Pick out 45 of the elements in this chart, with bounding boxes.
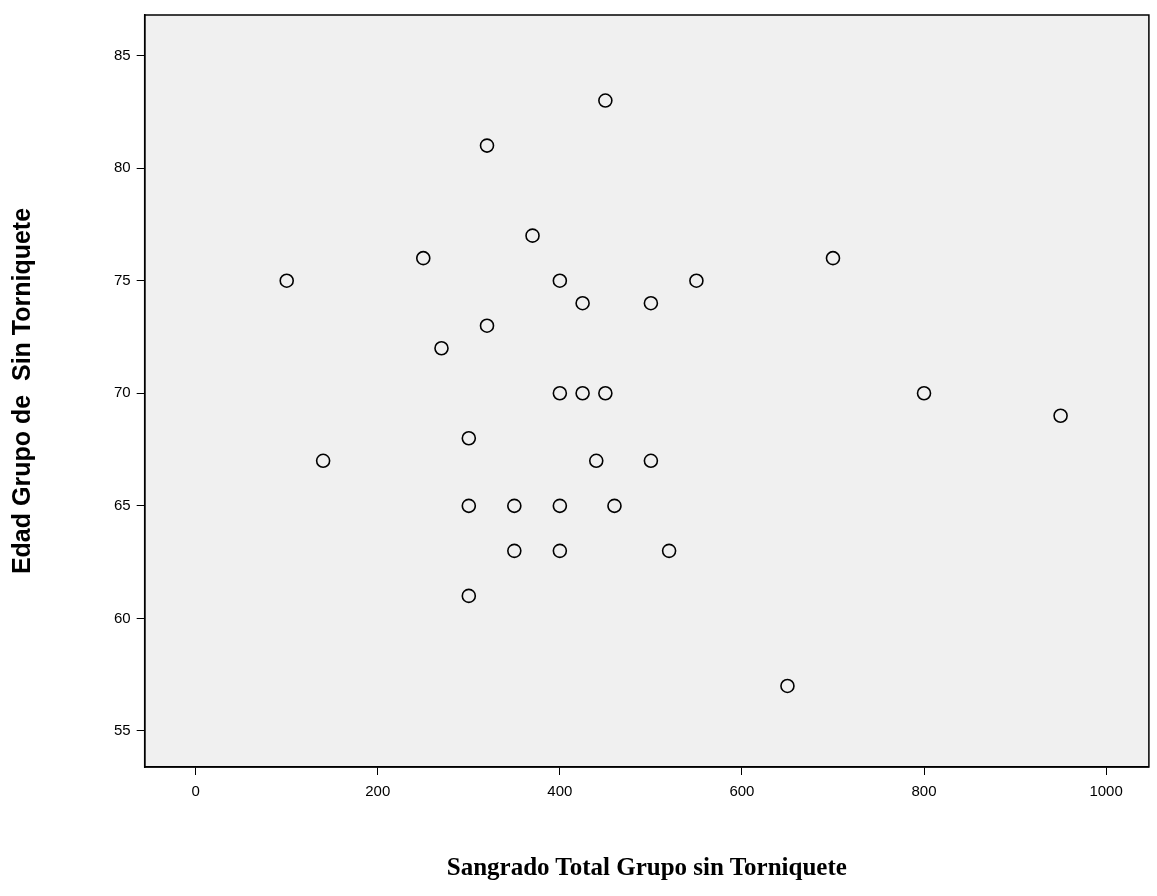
point — [598, 385, 613, 401]
point — [916, 385, 932, 401]
point — [552, 273, 568, 288]
x-tick-label: 600 — [729, 782, 755, 800]
point — [507, 498, 522, 514]
point — [461, 588, 477, 604]
point — [780, 678, 795, 694]
y-tick-label: 80 — [114, 158, 131, 176]
x-tick-label: 200 — [365, 782, 391, 800]
point — [552, 543, 568, 559]
y-tick-label: 70 — [114, 383, 131, 401]
point — [643, 453, 659, 469]
point — [479, 318, 495, 334]
point — [507, 543, 522, 559]
y-tick-label: 75 — [114, 270, 131, 288]
point — [598, 93, 613, 108]
point — [825, 250, 841, 266]
point — [461, 430, 477, 446]
point — [552, 498, 568, 514]
point — [575, 385, 590, 401]
point — [525, 228, 540, 243]
y-tick-label: 85 — [114, 45, 131, 63]
x-tick-label: 0 — [191, 782, 200, 800]
point — [479, 138, 495, 153]
point — [415, 250, 431, 266]
x-axis-title: Sangrado Total Grupo sin Torniquete — [446, 853, 847, 881]
point — [643, 295, 659, 311]
x-tick-label: 1000 — [1089, 782, 1123, 800]
x-tick-label: 400 — [547, 782, 573, 800]
point — [607, 498, 622, 514]
point — [461, 498, 477, 514]
x-tick-label: 800 — [911, 782, 937, 800]
point — [1053, 408, 1068, 424]
point — [552, 385, 568, 401]
point — [315, 453, 331, 469]
point — [661, 543, 677, 559]
y-tick-label: 60 — [114, 608, 131, 626]
y-axis-title: Edad Grupo de Sin Torniquete — [6, 207, 35, 575]
point — [279, 273, 295, 288]
point — [689, 273, 704, 288]
point — [575, 295, 590, 311]
y-tick-label: 55 — [114, 721, 131, 739]
y-tick-label: 65 — [114, 495, 131, 513]
point — [588, 453, 604, 469]
point — [434, 340, 449, 356]
